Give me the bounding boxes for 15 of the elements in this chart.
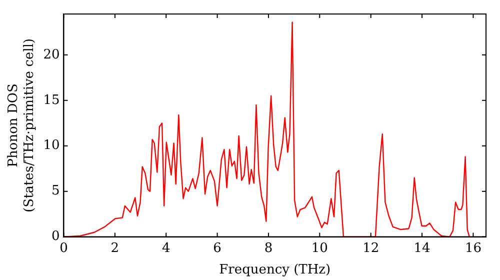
- x-tick-label: 8: [264, 240, 273, 256]
- y-tick-label: 5: [51, 184, 60, 199]
- x-tick-label: 6: [213, 240, 222, 256]
- x-tick-label: 14: [414, 240, 430, 256]
- x-tick-label: 10: [311, 240, 328, 256]
- x-axis-title: Frequency (THz): [219, 262, 331, 278]
- x-tick-label: 16: [464, 240, 482, 256]
- y-tick-label: 15: [43, 92, 60, 108]
- x-tick-label: 2: [110, 240, 120, 256]
- y-axis-title: Phonon DOS (States/THz·primitive cell): [6, 38, 37, 212]
- x-tick-label: 4: [162, 240, 170, 256]
- x-tick-label: 12: [362, 240, 380, 256]
- y-tick-label: 0: [51, 229, 60, 244]
- y-tick-label: 20: [43, 47, 60, 62]
- y-tick-label: 10: [43, 138, 60, 154]
